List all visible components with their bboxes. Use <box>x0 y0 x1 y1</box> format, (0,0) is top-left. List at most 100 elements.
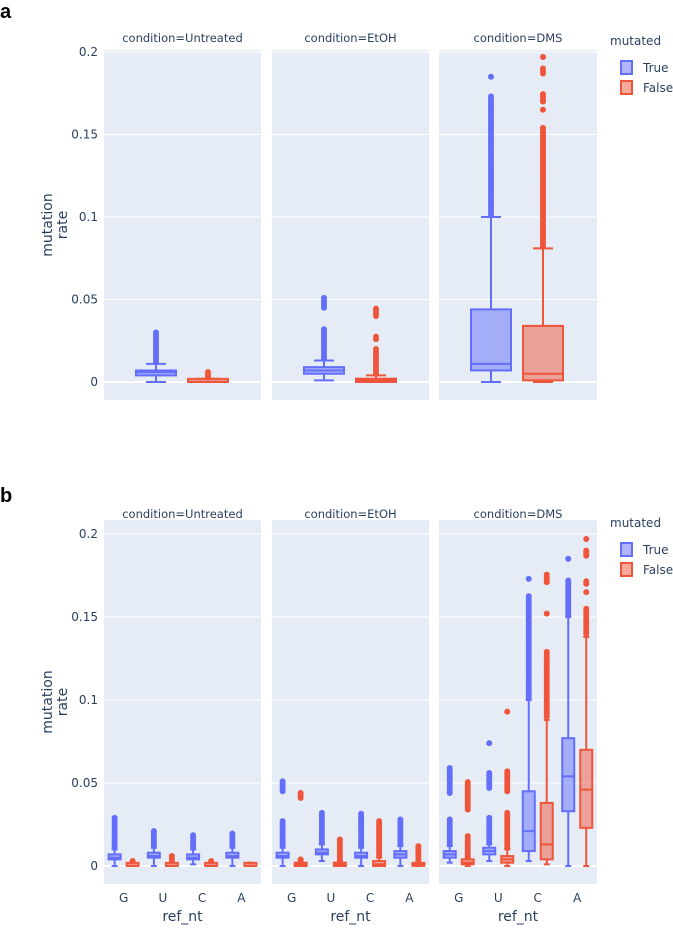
y-tick-label: 0 <box>90 859 98 873</box>
box-true <box>314 809 329 863</box>
legend-swatch-false <box>620 80 633 95</box>
outlier-point <box>229 830 236 837</box>
outlier-point <box>583 589 590 596</box>
outlier-point <box>543 648 550 655</box>
box-iqr <box>539 801 554 861</box>
outlier-point <box>336 836 343 843</box>
y-tick-label: 0.15 <box>71 610 98 624</box>
outlier-point <box>321 294 327 301</box>
outlier-point <box>190 832 197 839</box>
outlier-point <box>486 770 493 777</box>
outlier-point <box>150 828 157 835</box>
outlier-point <box>486 814 493 821</box>
outlier-point <box>540 65 546 72</box>
outlier-point <box>373 346 379 352</box>
outlier-point <box>525 575 532 582</box>
outlier-point <box>525 593 532 600</box>
box-true <box>470 73 512 383</box>
x-tick-label: U <box>494 891 503 905</box>
facet-title: condition=DMS <box>474 507 563 521</box>
x-axis-label: ref_nt <box>330 909 371 925</box>
legend-swatch-false <box>620 562 633 577</box>
box-true <box>135 329 177 383</box>
outlier-point <box>318 809 325 816</box>
facet-title: condition=Untreated <box>122 507 243 521</box>
facet-plot-area <box>439 520 597 884</box>
box-false <box>243 861 258 867</box>
y-tick-label: 0.15 <box>71 128 98 142</box>
box-false <box>164 853 179 867</box>
box-false <box>372 818 387 868</box>
facet-title: condition=DMS <box>474 31 563 45</box>
x-tick-label: U <box>326 891 335 905</box>
facet-plot-area <box>272 50 429 400</box>
legend-entry-true: True <box>642 543 669 557</box>
legend-entry-false: False <box>643 563 673 577</box>
y-axis-label-line: mutation <box>40 670 56 733</box>
outlier-point <box>540 91 546 98</box>
outlier-point <box>111 814 118 821</box>
box-iqr <box>521 790 536 853</box>
outlier-point <box>540 124 546 131</box>
outlier-point <box>583 535 590 542</box>
outlier-point <box>297 789 304 796</box>
box-true <box>107 814 122 867</box>
outlier-point <box>543 571 550 578</box>
facet-plot-area <box>104 520 261 884</box>
outlier-point <box>583 578 590 585</box>
outlier-point <box>565 555 572 562</box>
y-tick-label: 0.05 <box>71 293 98 307</box>
outlier-point <box>415 843 422 850</box>
outlier-point <box>464 833 471 840</box>
x-tick-label: C <box>366 891 374 905</box>
box-false <box>460 779 475 867</box>
box-true <box>482 740 497 863</box>
box-true <box>146 828 161 867</box>
outlier-point <box>583 605 590 612</box>
legend-title: mutated <box>610 516 661 530</box>
outlier-point <box>565 577 572 584</box>
outlier-point <box>279 818 286 825</box>
x-tick-label: C <box>198 891 206 905</box>
box-true <box>186 832 201 866</box>
y-tick-label: 0.1 <box>79 210 98 224</box>
outlier-point <box>376 818 383 825</box>
box-true <box>303 294 345 382</box>
outlier-point <box>279 778 286 785</box>
box-true <box>275 778 290 867</box>
outlier-point <box>488 93 494 100</box>
box-iqr <box>522 324 564 382</box>
outlier-point <box>488 73 494 80</box>
legend-swatch-true <box>620 542 633 557</box>
box-false <box>187 369 229 383</box>
outlier-point <box>504 809 511 816</box>
box-false <box>522 53 564 383</box>
x-tick-label: G <box>454 891 463 905</box>
legend-swatch-true <box>620 60 633 75</box>
legend-entry-true: True <box>642 61 669 75</box>
box-false <box>411 843 426 867</box>
box-false <box>539 571 554 866</box>
outlier-point <box>540 106 546 113</box>
outlier-point <box>486 740 493 747</box>
box-iqr <box>470 308 512 372</box>
x-tick-label: A <box>573 891 582 905</box>
box-false <box>500 708 515 867</box>
outlier-point <box>397 816 404 823</box>
y-axis-label-line: mutation <box>40 193 56 256</box>
panel-label: a <box>0 1 12 23</box>
x-axis-label: ref_nt <box>162 909 203 925</box>
outlier-point <box>540 53 546 60</box>
outlier-point <box>373 333 379 340</box>
outlier-point <box>446 816 453 823</box>
box-true <box>225 830 240 867</box>
outlier-point <box>504 708 511 715</box>
x-axis-label: ref_nt <box>498 909 539 925</box>
legend-entry-false: False <box>643 81 673 95</box>
box-true <box>393 816 408 867</box>
box-true <box>561 555 576 867</box>
x-tick-label: G <box>287 891 296 905</box>
box-false <box>332 836 347 867</box>
facet-title: condition=Untreated <box>122 31 243 45</box>
